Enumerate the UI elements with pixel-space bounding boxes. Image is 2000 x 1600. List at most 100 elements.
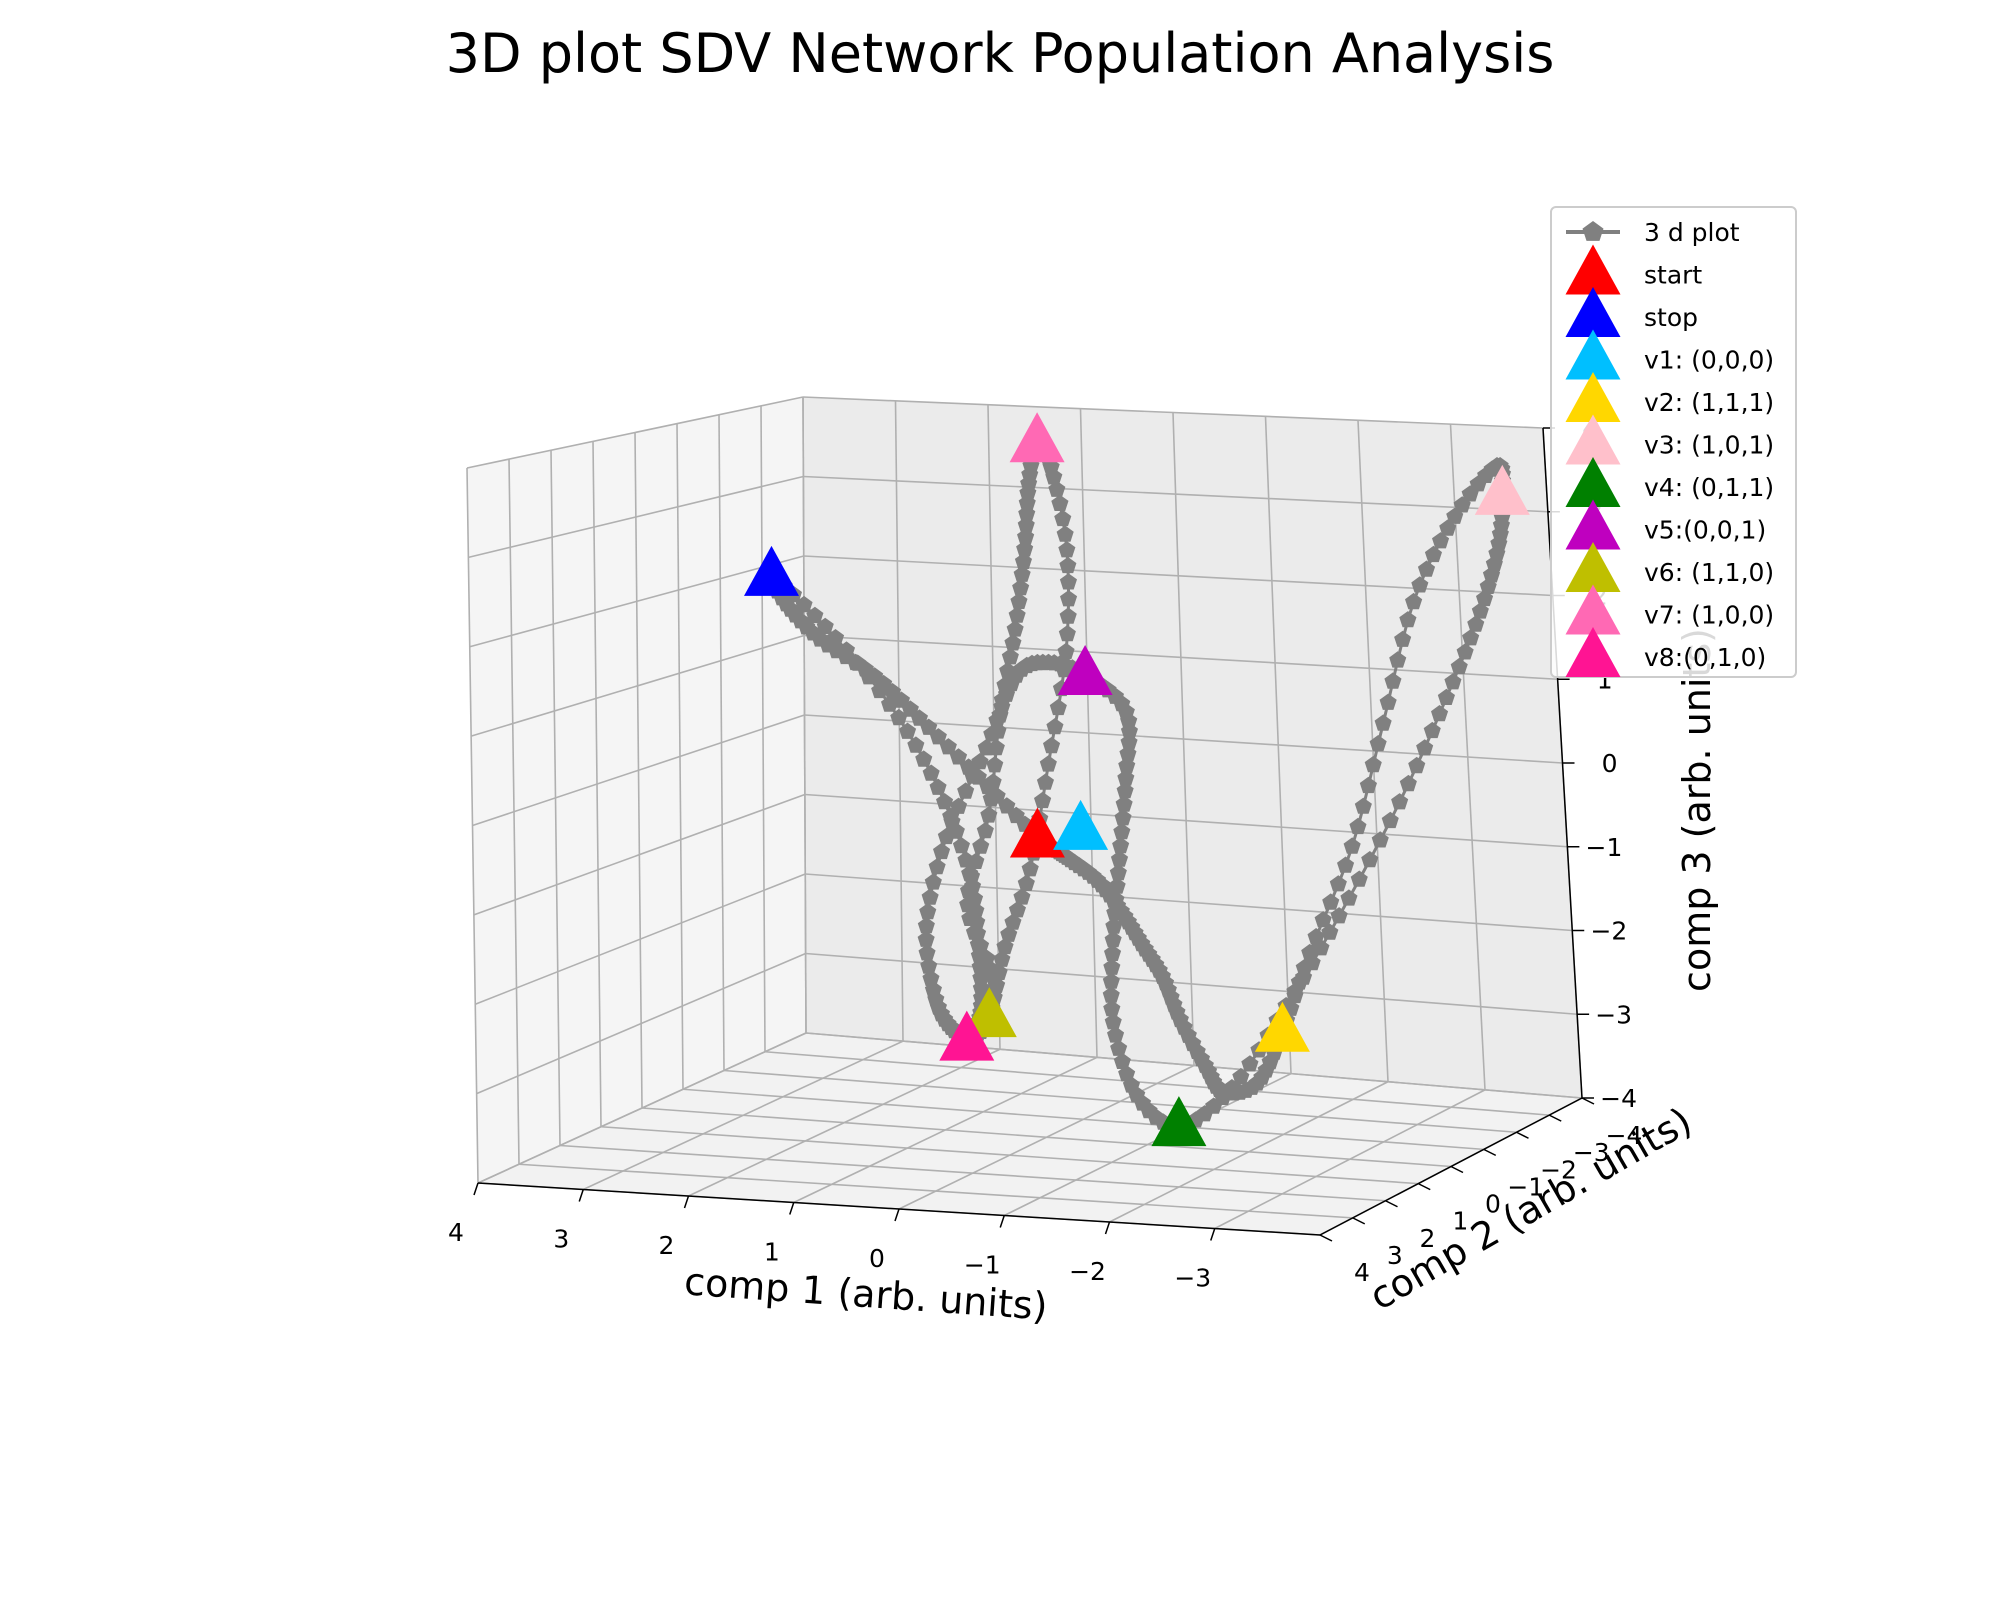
trajectory-point [1058,541,1076,558]
trajectory-point [1008,901,1026,918]
trajectory-point [1314,911,1332,928]
x-tick-mark [999,1215,1005,1228]
trajectory-point [1354,797,1372,814]
trajectory-point [1461,485,1479,502]
trajectory-point [1424,545,1442,563]
trajectory-point [1286,986,1304,1004]
trajectory-point [978,949,996,966]
trajectory-point [1399,774,1417,792]
legend-label: v4: (0,1,1) [1644,473,1774,502]
trajectory-point [1369,735,1387,752]
trajectory-point [1340,889,1358,906]
z-tick-label: −4 [1600,1084,1637,1113]
x-tick-mark [894,1208,900,1222]
trajectory-point [971,753,989,770]
legend-marker-swatch [1565,414,1621,465]
legend-items: 3 d plot start stop v1: (0,0,0) v2: (1,1,1) v… [1565,218,1774,677]
floor-pane [478,1033,1582,1235]
trajectory-point [937,827,955,845]
trajectory-point [988,711,1006,728]
trajectory-point [907,736,925,753]
trajectory-point [1381,811,1399,829]
trajectory-point [837,641,855,658]
x-tick-label: 0 [869,1244,885,1273]
y-tick-mark [1450,1165,1464,1174]
y-tick-label: 0 [1485,1190,1501,1219]
trajectory-point [1039,755,1057,772]
legend-marker-swatch [1565,457,1621,507]
trajectory-point [977,739,995,756]
trajectory-point [871,681,889,699]
trajectory-point [918,944,936,961]
trajectory-point [976,822,994,839]
trajectory-point [1051,494,1069,511]
trajectory-point [1437,688,1455,705]
trajectory-point [1102,972,1120,989]
y-tick-label: −1 [1507,1172,1544,1201]
legend: 3 d plot start stop v1: (0,0,0) v2: (1,1,1) v… [1550,206,1797,678]
trajectory-point [924,873,942,890]
trajectory-point [1107,1026,1125,1043]
trajectory-point [988,976,1006,993]
trajectory-point [1043,736,1061,754]
legend-label: v8:(0,1,0) [1644,643,1766,672]
marker-v2 [1254,1001,1310,1052]
trajectory-point [1014,552,1032,569]
trajectory-point [1059,573,1077,590]
trajectory-point [1001,648,1019,665]
x-tick-label: 1 [764,1238,780,1267]
trajectory-point [1120,733,1138,750]
trajectory-point [1010,592,1028,609]
trajectory-point [1399,611,1417,628]
trajectory-point [1471,602,1489,619]
trajectory-point [933,842,951,860]
y-tick-mark [1581,1097,1595,1105]
trajectory-point [1104,931,1122,948]
trajectory-point [922,764,940,781]
trajectory-point [1120,712,1138,729]
trajectory-point [1439,519,1457,536]
y-tick-mark [1319,1234,1333,1242]
trajectory-point [1432,532,1450,549]
trajectory-point [963,867,981,884]
y-tick-label: −4 [1606,1121,1643,1150]
y-tick-label: −3 [1573,1138,1610,1167]
side-gridline-z [466,396,804,469]
legend-marker-swatch [1565,627,1621,677]
trajectory-point [967,852,985,869]
trajectory-point [1349,817,1367,835]
y-tick-mark [1352,1217,1366,1225]
back-gridline-z [802,396,1544,429]
floor-gridline-y [723,1069,1517,1134]
trajectory-point [1117,769,1135,786]
trajectory-point [980,806,998,823]
legend-label: v7: (1,0,0) [1644,601,1774,630]
trajectory-point [929,778,947,795]
side-gridline-y [802,396,807,1034]
y-tick-label: −2 [1540,1155,1577,1184]
trajectory-point [1114,809,1132,826]
floor-gridline-y [682,1088,1484,1151]
x-tick-mark [1104,1221,1111,1235]
trajectory-point [993,950,1011,967]
trajectory-point [1446,507,1464,524]
trajectory-point [806,606,824,624]
y-tick-mark [1483,1148,1497,1157]
y-tick-mark [1548,1114,1562,1122]
side-gridline-z [468,475,804,559]
legend-label: v6: (1,1,0) [1644,558,1774,587]
trajectory-point [1115,795,1133,812]
trajectory-point [1008,606,1026,623]
legend-marker-swatch [1565,584,1621,635]
trajectory-point [899,722,917,739]
trajectory-point [1361,851,1379,868]
trajectory-point [993,698,1011,715]
trajectory-point [964,767,982,784]
y-tick-mark [1385,1200,1398,1208]
legend-marker-swatch [1565,244,1621,295]
x-tick-label: 3 [553,1225,569,1254]
trajectory-point [1453,496,1471,513]
back-gridline-z [803,555,1553,597]
trajectory-point [849,654,867,671]
trajectory-point [1103,1000,1121,1017]
